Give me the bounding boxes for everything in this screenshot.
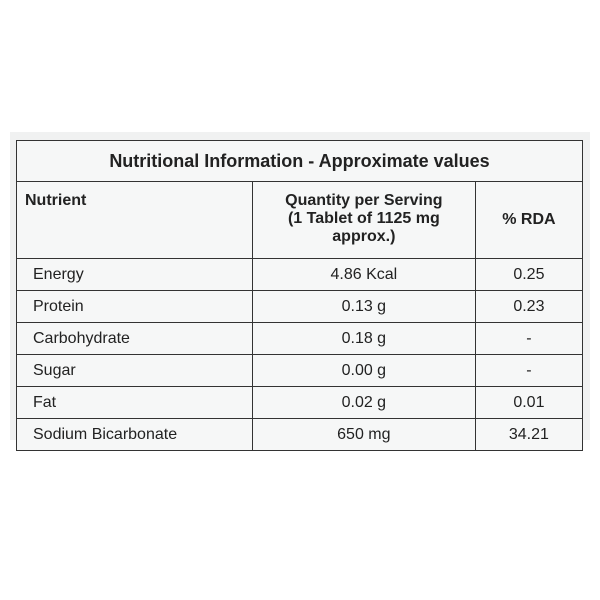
table-row: Energy 4.86 Kcal 0.25 bbox=[16, 258, 584, 291]
table-cell: 0.23 bbox=[474, 290, 584, 323]
table-cell: 0.13 g bbox=[251, 290, 476, 323]
table-row: Sodium Bicarbonate 650 mg 34.21 bbox=[16, 418, 584, 451]
title-row: Nutritional Information - Approximate va… bbox=[16, 140, 583, 182]
table-row: Protein 0.13 g 0.23 bbox=[16, 290, 584, 323]
table-cell: Sodium Bicarbonate bbox=[16, 418, 253, 451]
table-cell: 0.00 g bbox=[251, 354, 476, 387]
table-cell: 4.86 Kcal bbox=[251, 258, 476, 291]
table-cell: 0.02 g bbox=[251, 386, 476, 419]
table-cell: - bbox=[474, 354, 584, 387]
header-cell: Nutrient bbox=[16, 181, 253, 259]
table-cell: Carbohydrate bbox=[16, 322, 253, 355]
header-row: Nutrient Quantity per Serving (1 Tablet … bbox=[16, 181, 584, 259]
table-cell: 0.01 bbox=[474, 386, 584, 419]
table-cell: Energy bbox=[16, 258, 253, 291]
table-cell: Protein bbox=[16, 290, 253, 323]
header-line: Quantity per Serving bbox=[285, 192, 443, 209]
table-row: Carbohydrate 0.18 g- bbox=[16, 322, 584, 355]
table-cell: - bbox=[474, 322, 584, 355]
nutrition-table: Nutritional Information - Approximate va… bbox=[16, 140, 584, 451]
header-cell: % RDA bbox=[474, 181, 584, 259]
table-cell: Fat bbox=[16, 386, 253, 419]
table-cell: Sugar bbox=[16, 354, 253, 387]
header-cell: Quantity per Serving (1 Tablet of 1125 m… bbox=[251, 181, 476, 259]
table-row: Fat 0.02 g 0.01 bbox=[16, 386, 584, 419]
header-line: (1 Tablet of 1125 mg approx.) bbox=[287, 210, 440, 245]
table-cell: 0.25 bbox=[474, 258, 584, 291]
table-row: Sugar 0.00 g- bbox=[16, 354, 584, 387]
table-cell: 34.21 bbox=[474, 418, 584, 451]
table-title: Nutritional Information - Approximate va… bbox=[16, 140, 583, 182]
table-cell: 650 mg bbox=[251, 418, 476, 451]
table-cell: 0.18 g bbox=[251, 322, 476, 355]
